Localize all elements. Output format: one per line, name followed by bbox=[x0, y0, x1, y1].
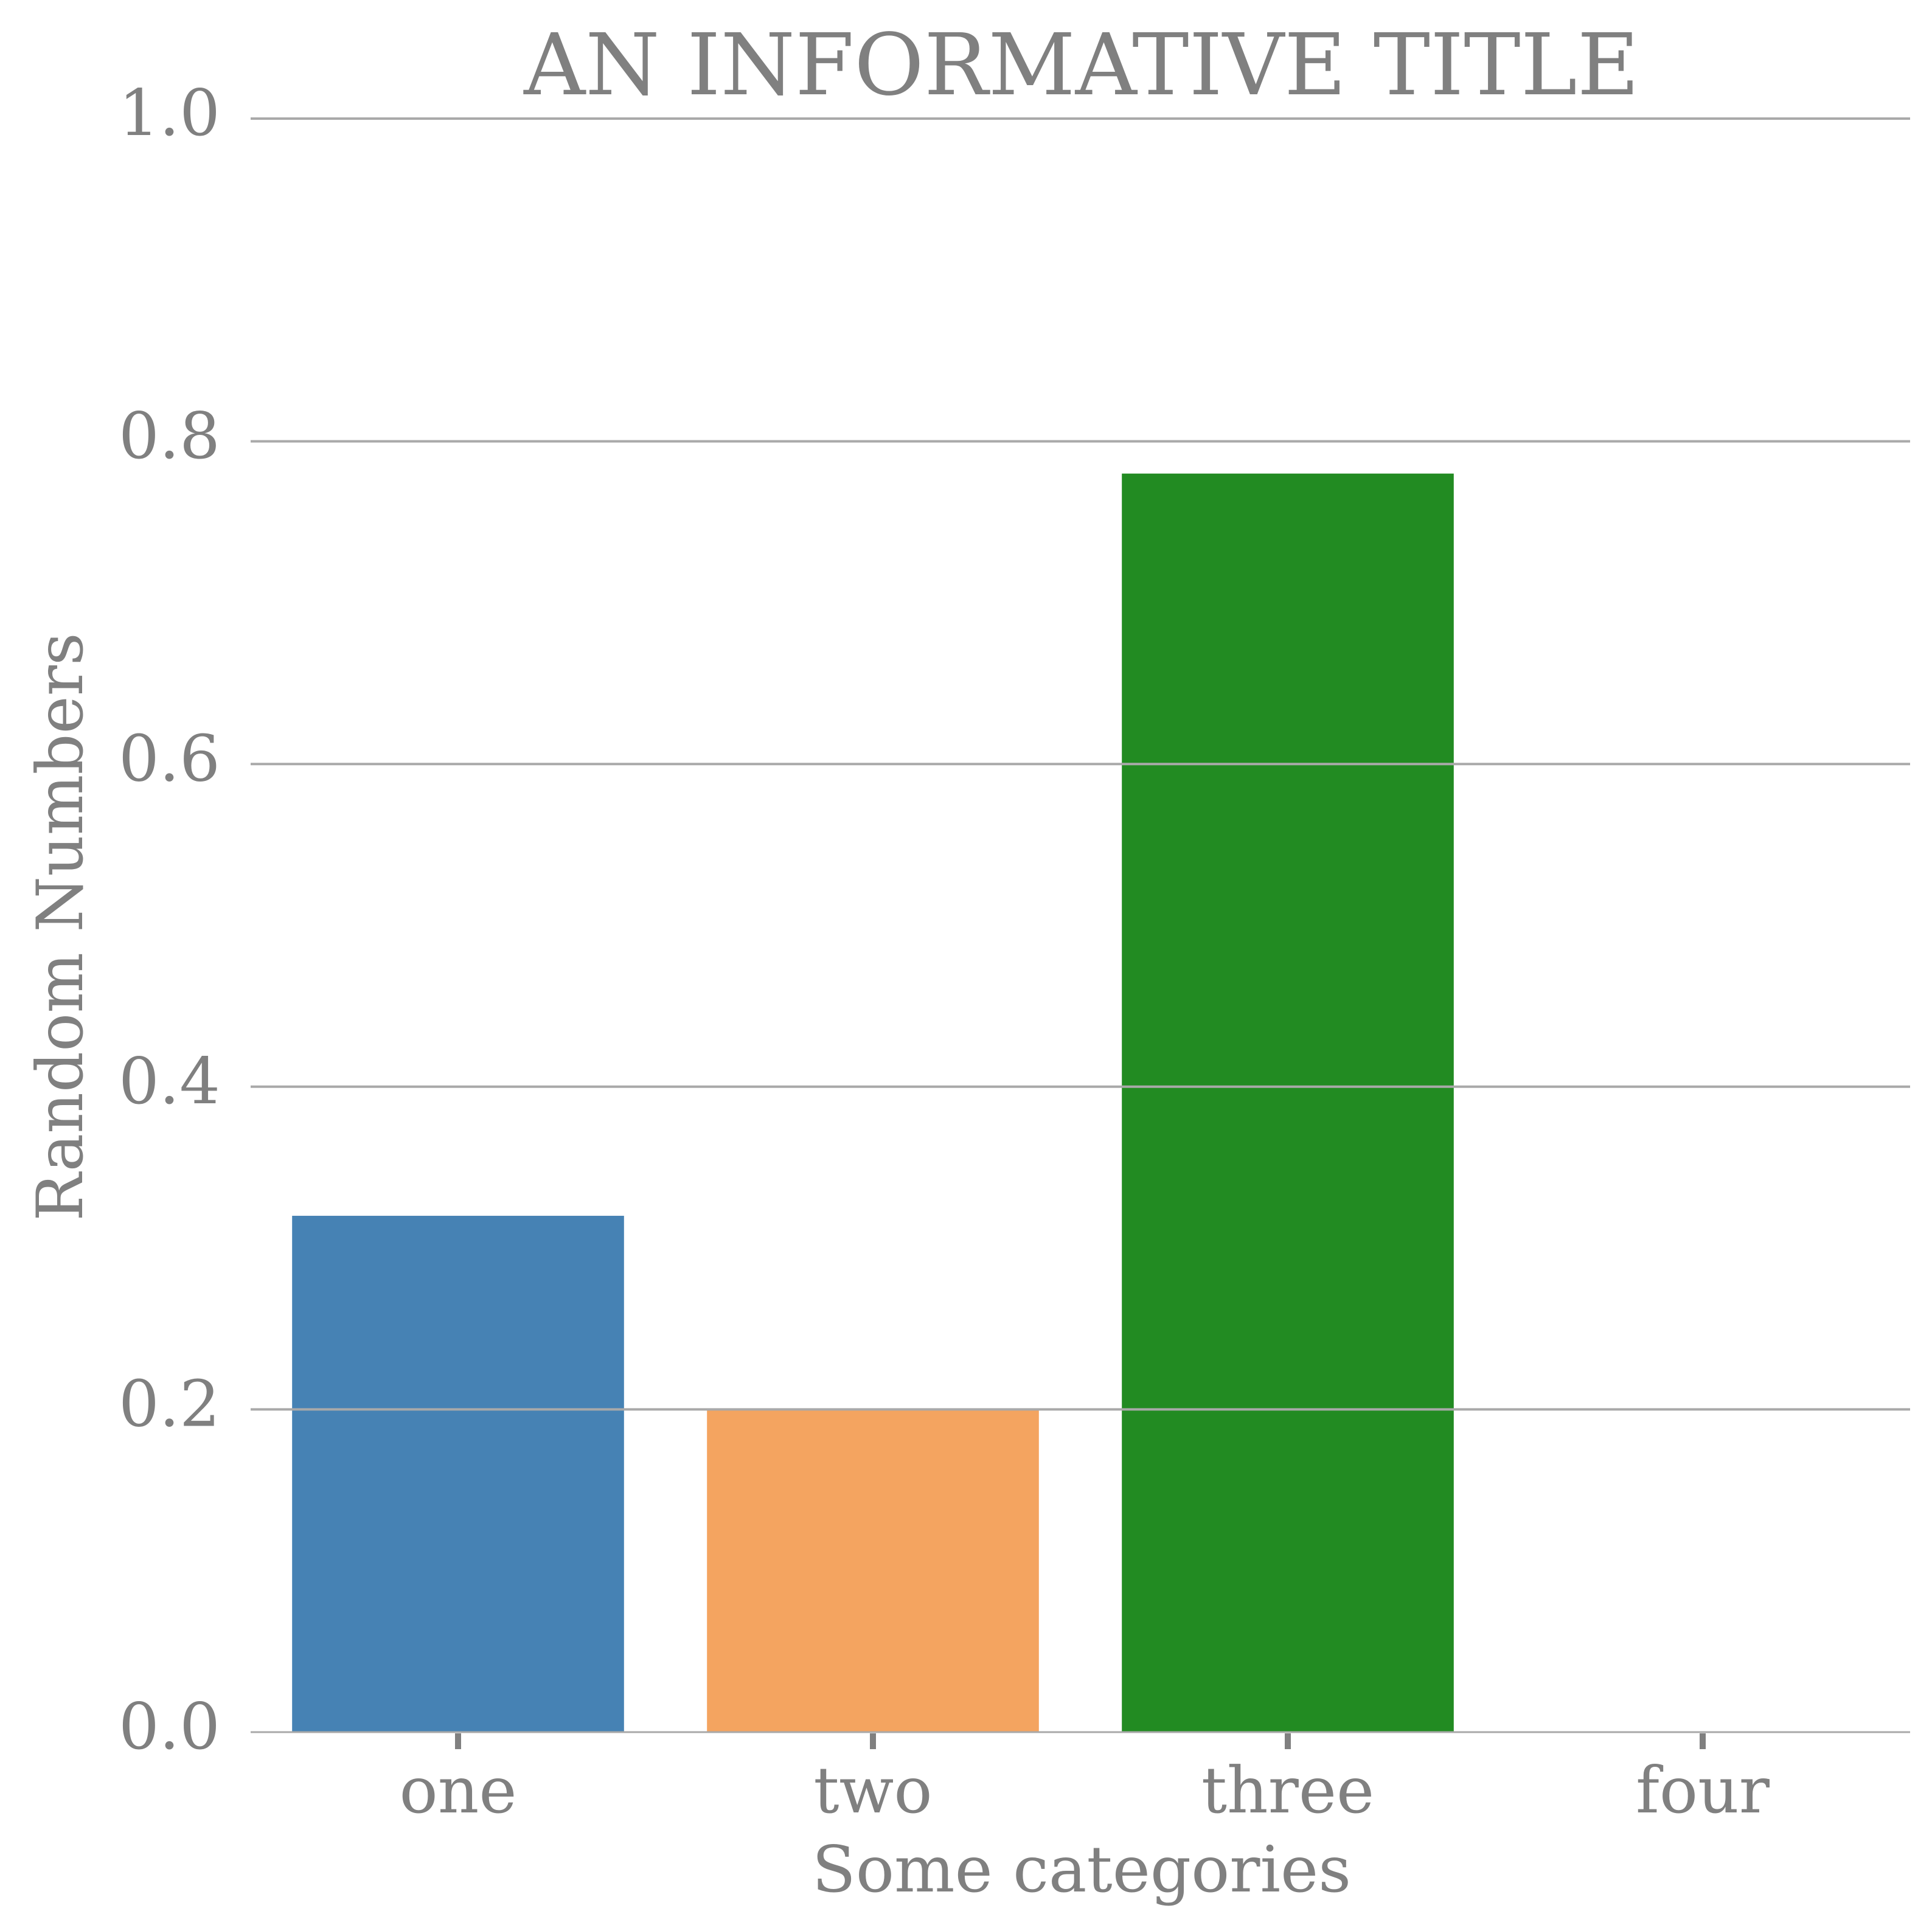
x-tick-label: two bbox=[813, 1753, 932, 1828]
x-tick-label: one bbox=[400, 1753, 517, 1828]
bars-layer bbox=[292, 473, 1454, 1733]
y-tick-label: 0.8 bbox=[119, 399, 220, 473]
axis-layer: 0.0 0.2 0.4 0.6 0.8 1.0 one two three four bbox=[119, 76, 1910, 1828]
x-tick-label: four bbox=[1636, 1753, 1770, 1828]
y-tick-label: 1.0 bbox=[119, 76, 220, 150]
y-tick-label: 0.4 bbox=[119, 1044, 220, 1118]
bar-two bbox=[707, 1409, 1039, 1732]
bar-one bbox=[292, 1216, 624, 1732]
x-axis-label: Some categories bbox=[812, 1832, 1351, 1907]
y-axis-label: Random Numbers bbox=[23, 633, 97, 1221]
y-tick-label: 0.2 bbox=[119, 1367, 220, 1441]
x-tick-label: three bbox=[1201, 1753, 1374, 1828]
y-tick-label: 0.0 bbox=[119, 1690, 220, 1764]
y-tick-label: 0.6 bbox=[119, 721, 220, 796]
chart-title: AN INFORMATIVE TITLE bbox=[523, 16, 1639, 115]
bar-three bbox=[1122, 473, 1454, 1733]
